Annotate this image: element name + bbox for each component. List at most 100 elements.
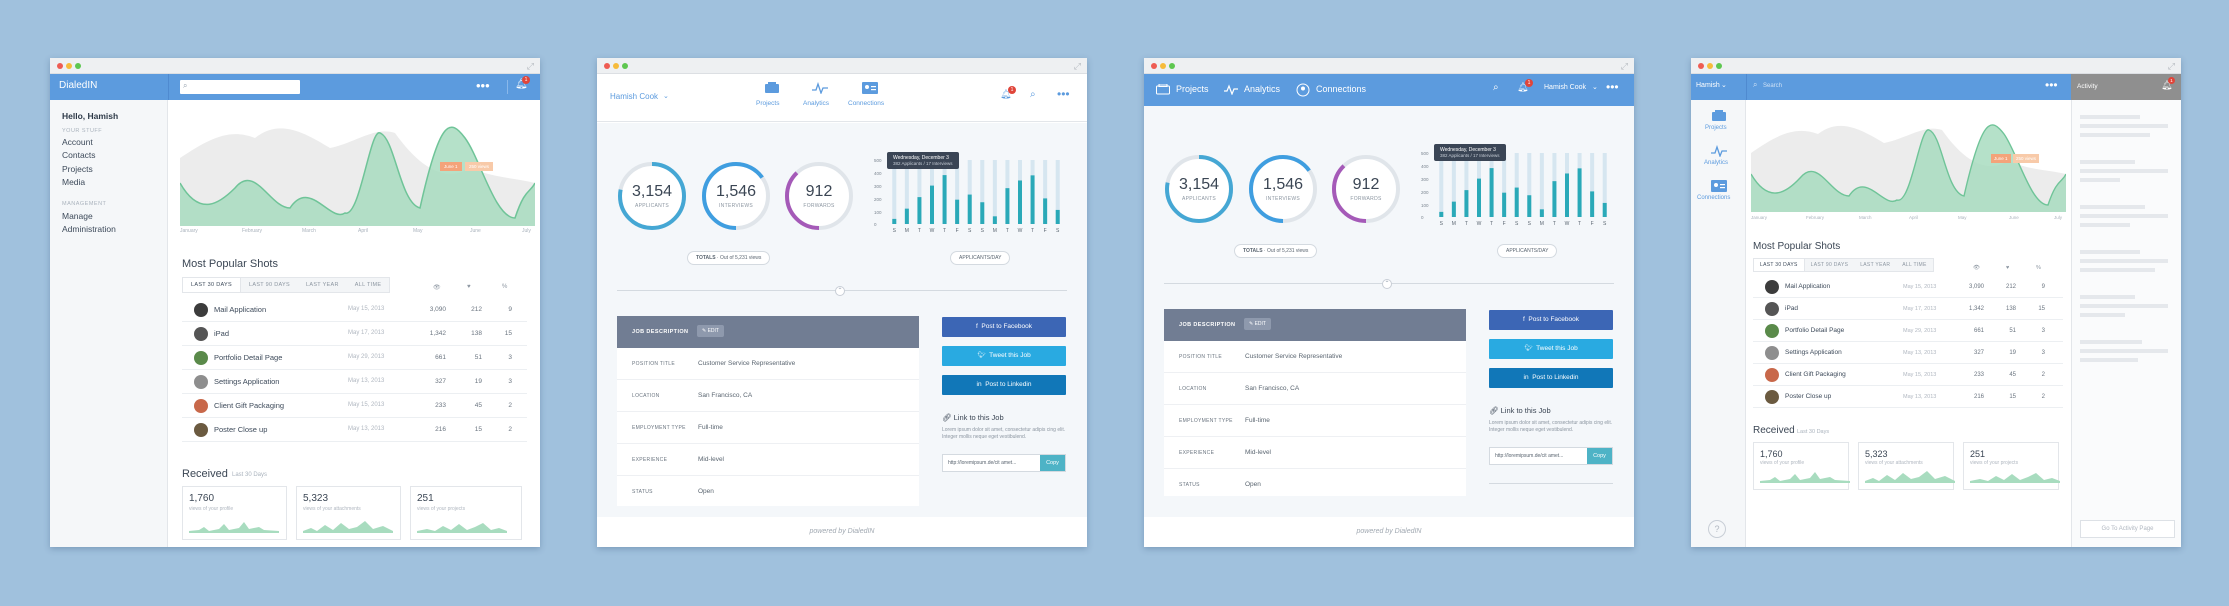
bar[interactable] xyxy=(1477,178,1481,217)
bell-icon[interactable]: 🔔︎ xyxy=(1000,89,1012,99)
table-row[interactable]: Settings Application May 13, 2013 327 19 3 xyxy=(182,370,527,394)
minimize-dot[interactable] xyxy=(66,63,72,69)
bar[interactable] xyxy=(917,197,922,224)
table-row[interactable]: Portfolio Detail Page May 29, 2013 661 51 3 xyxy=(1753,320,2063,342)
user-menu[interactable]: Hamish xyxy=(1696,82,1720,89)
bar[interactable] xyxy=(980,202,985,224)
link-field[interactable]: http://loremipsum.de/cit amet... Copy xyxy=(942,454,1066,472)
table-row[interactable]: Settings Application May 13, 2013 327 19 3 xyxy=(1753,342,2063,364)
search-icon[interactable]: ⌕ xyxy=(1753,80,1758,89)
bar[interactable] xyxy=(1439,211,1444,217)
chevron-down-icon[interactable]: ⌄ xyxy=(663,93,669,100)
chevron-down-icon[interactable]: ⌄ xyxy=(1592,84,1598,91)
bar[interactable] xyxy=(930,185,934,224)
close-dot[interactable] xyxy=(1151,63,1157,69)
bar[interactable] xyxy=(1565,173,1569,217)
sidebar-item-analytics[interactable]: Analytics xyxy=(1691,145,1746,173)
table-row[interactable]: Mail Application May 15, 2013 3,090 212 9 xyxy=(1753,276,2063,298)
bar[interactable] xyxy=(1451,201,1456,217)
bar[interactable] xyxy=(1514,187,1519,217)
tab-last-year[interactable]: LAST YEAR xyxy=(1860,262,1891,268)
collapse-icon[interactable]: ⌃ xyxy=(835,286,845,296)
tab-last-90-days[interactable]: LAST 90 DAYS xyxy=(1810,262,1849,268)
table-row[interactable]: Client Gift Packaging May 15, 2013 233 45 2 xyxy=(1753,364,2063,386)
sidebar-item-projects[interactable]: Projects xyxy=(1691,110,1746,138)
sidebar-item-connections[interactable]: Connections xyxy=(1691,180,1746,208)
minimize-dot[interactable] xyxy=(1160,63,1166,69)
bar[interactable] xyxy=(1464,190,1469,217)
linkedin-button[interactable]: in Post to Linkedin xyxy=(1489,368,1613,388)
twitter-button[interactable]: 🐦︎ Tweet this Job xyxy=(1489,339,1613,359)
user-menu[interactable]: Hamish Cook xyxy=(610,92,659,101)
sidebar-item-account[interactable]: Account xyxy=(62,137,93,147)
bar[interactable] xyxy=(1043,198,1048,224)
tab-last-90-days[interactable]: LAST 90 DAYS xyxy=(249,282,290,288)
activity-page-button[interactable]: Go To Activity Page xyxy=(2080,520,2175,538)
bar[interactable] xyxy=(892,218,897,224)
table-row[interactable]: Portfolio Detail Page May 29, 2013 661 51 3 xyxy=(182,346,527,370)
zoom-dot[interactable] xyxy=(1169,63,1175,69)
bell-icon[interactable]: 🔔︎ xyxy=(1517,82,1529,92)
table-row[interactable]: Mail Application May 15, 2013 3,090 212 9 xyxy=(182,298,527,322)
search-icon[interactable]: ⌕ xyxy=(1493,82,1499,93)
chevron-down-icon[interactable]: ⌄ xyxy=(1721,82,1727,89)
bar[interactable] xyxy=(1577,168,1582,217)
bar[interactable] xyxy=(904,208,909,224)
minimize-dot[interactable] xyxy=(613,63,619,69)
expand-icon[interactable]: ⤢ xyxy=(1620,61,1628,71)
bar[interactable] xyxy=(1030,175,1035,224)
tab-all-time[interactable]: ALL TIME xyxy=(354,282,382,288)
tab-last-30-days[interactable]: LAST 30 DAYS xyxy=(183,278,241,292)
bar[interactable] xyxy=(1602,202,1607,217)
tab-last-year[interactable]: LAST YEAR xyxy=(306,282,339,288)
table-row[interactable]: iPad May 17, 2013 1,342 138 15 xyxy=(1753,298,2063,320)
sidebar-item-media[interactable]: Media xyxy=(62,177,86,187)
more-icon[interactable]: ••• xyxy=(1606,80,1619,94)
expand-icon[interactable]: ⤢ xyxy=(2167,61,2175,71)
expand-icon[interactable]: ⤢ xyxy=(1073,61,1081,71)
nav-analytics[interactable]: Analytics xyxy=(800,80,840,116)
bar[interactable] xyxy=(1590,191,1595,217)
table-row[interactable]: Poster Close up May 13, 2013 216 15 2 xyxy=(182,418,527,442)
link-field[interactable]: http://loremipsum.de/cit amet... Copy xyxy=(1489,447,1613,465)
nav-projects[interactable]: Projects xyxy=(752,80,792,116)
bar[interactable] xyxy=(992,216,997,224)
sidebar-item-contacts[interactable]: Contacts xyxy=(62,150,96,160)
linkedin-button[interactable]: in Post to Linkedin xyxy=(942,375,1066,395)
bar[interactable] xyxy=(1527,195,1532,217)
copy-button[interactable]: Copy xyxy=(1587,448,1612,464)
close-dot[interactable] xyxy=(57,63,63,69)
bar[interactable] xyxy=(942,175,947,224)
minimize-dot[interactable] xyxy=(1707,63,1713,69)
more-icon[interactable]: ••• xyxy=(476,78,490,93)
facebook-button[interactable]: f Post to Facebook xyxy=(942,317,1066,337)
tab-all-time[interactable]: ALL TIME xyxy=(1902,262,1927,268)
zoom-dot[interactable] xyxy=(75,63,81,69)
table-row[interactable]: Poster Close up May 13, 2013 216 15 2 xyxy=(1753,386,2063,408)
twitter-button[interactable]: 🐦︎ Tweet this Job xyxy=(942,346,1066,366)
bar[interactable] xyxy=(955,199,960,224)
nav-connections[interactable]: Connections xyxy=(848,80,892,116)
bar[interactable] xyxy=(1502,192,1507,217)
bar[interactable] xyxy=(1018,180,1022,224)
table-row[interactable]: iPad May 17, 2013 1,342 138 15 xyxy=(182,322,527,346)
edit-button[interactable]: ✎ EDIT xyxy=(1244,318,1271,330)
sidebar-item-administration[interactable]: Administration xyxy=(62,224,116,234)
search-input[interactable]: Search xyxy=(1763,83,1783,89)
zoom-dot[interactable] xyxy=(1716,63,1722,69)
bar[interactable] xyxy=(1005,188,1010,224)
search-input[interactable]: ⌕ xyxy=(180,80,300,94)
bar[interactable] xyxy=(1552,181,1557,217)
more-icon[interactable]: ••• xyxy=(2045,78,2058,92)
sidebar-item-manage[interactable]: Manage xyxy=(62,211,93,221)
bar[interactable] xyxy=(1055,209,1060,224)
search-icon[interactable]: ⌕ xyxy=(1030,89,1036,100)
copy-button[interactable]: Copy xyxy=(1040,455,1065,471)
tab-last-30-days[interactable]: LAST 30 DAYS xyxy=(1754,259,1805,271)
collapse-icon[interactable]: ⌃ xyxy=(1382,279,1392,289)
bell-icon[interactable]: 🔔︎ xyxy=(515,79,528,90)
table-row[interactable]: Client Gift Packaging May 15, 2013 233 45 2 xyxy=(182,394,527,418)
close-dot[interactable] xyxy=(604,63,610,69)
edit-button[interactable]: ✎ EDIT xyxy=(697,325,724,337)
more-icon[interactable]: ••• xyxy=(1057,87,1070,101)
